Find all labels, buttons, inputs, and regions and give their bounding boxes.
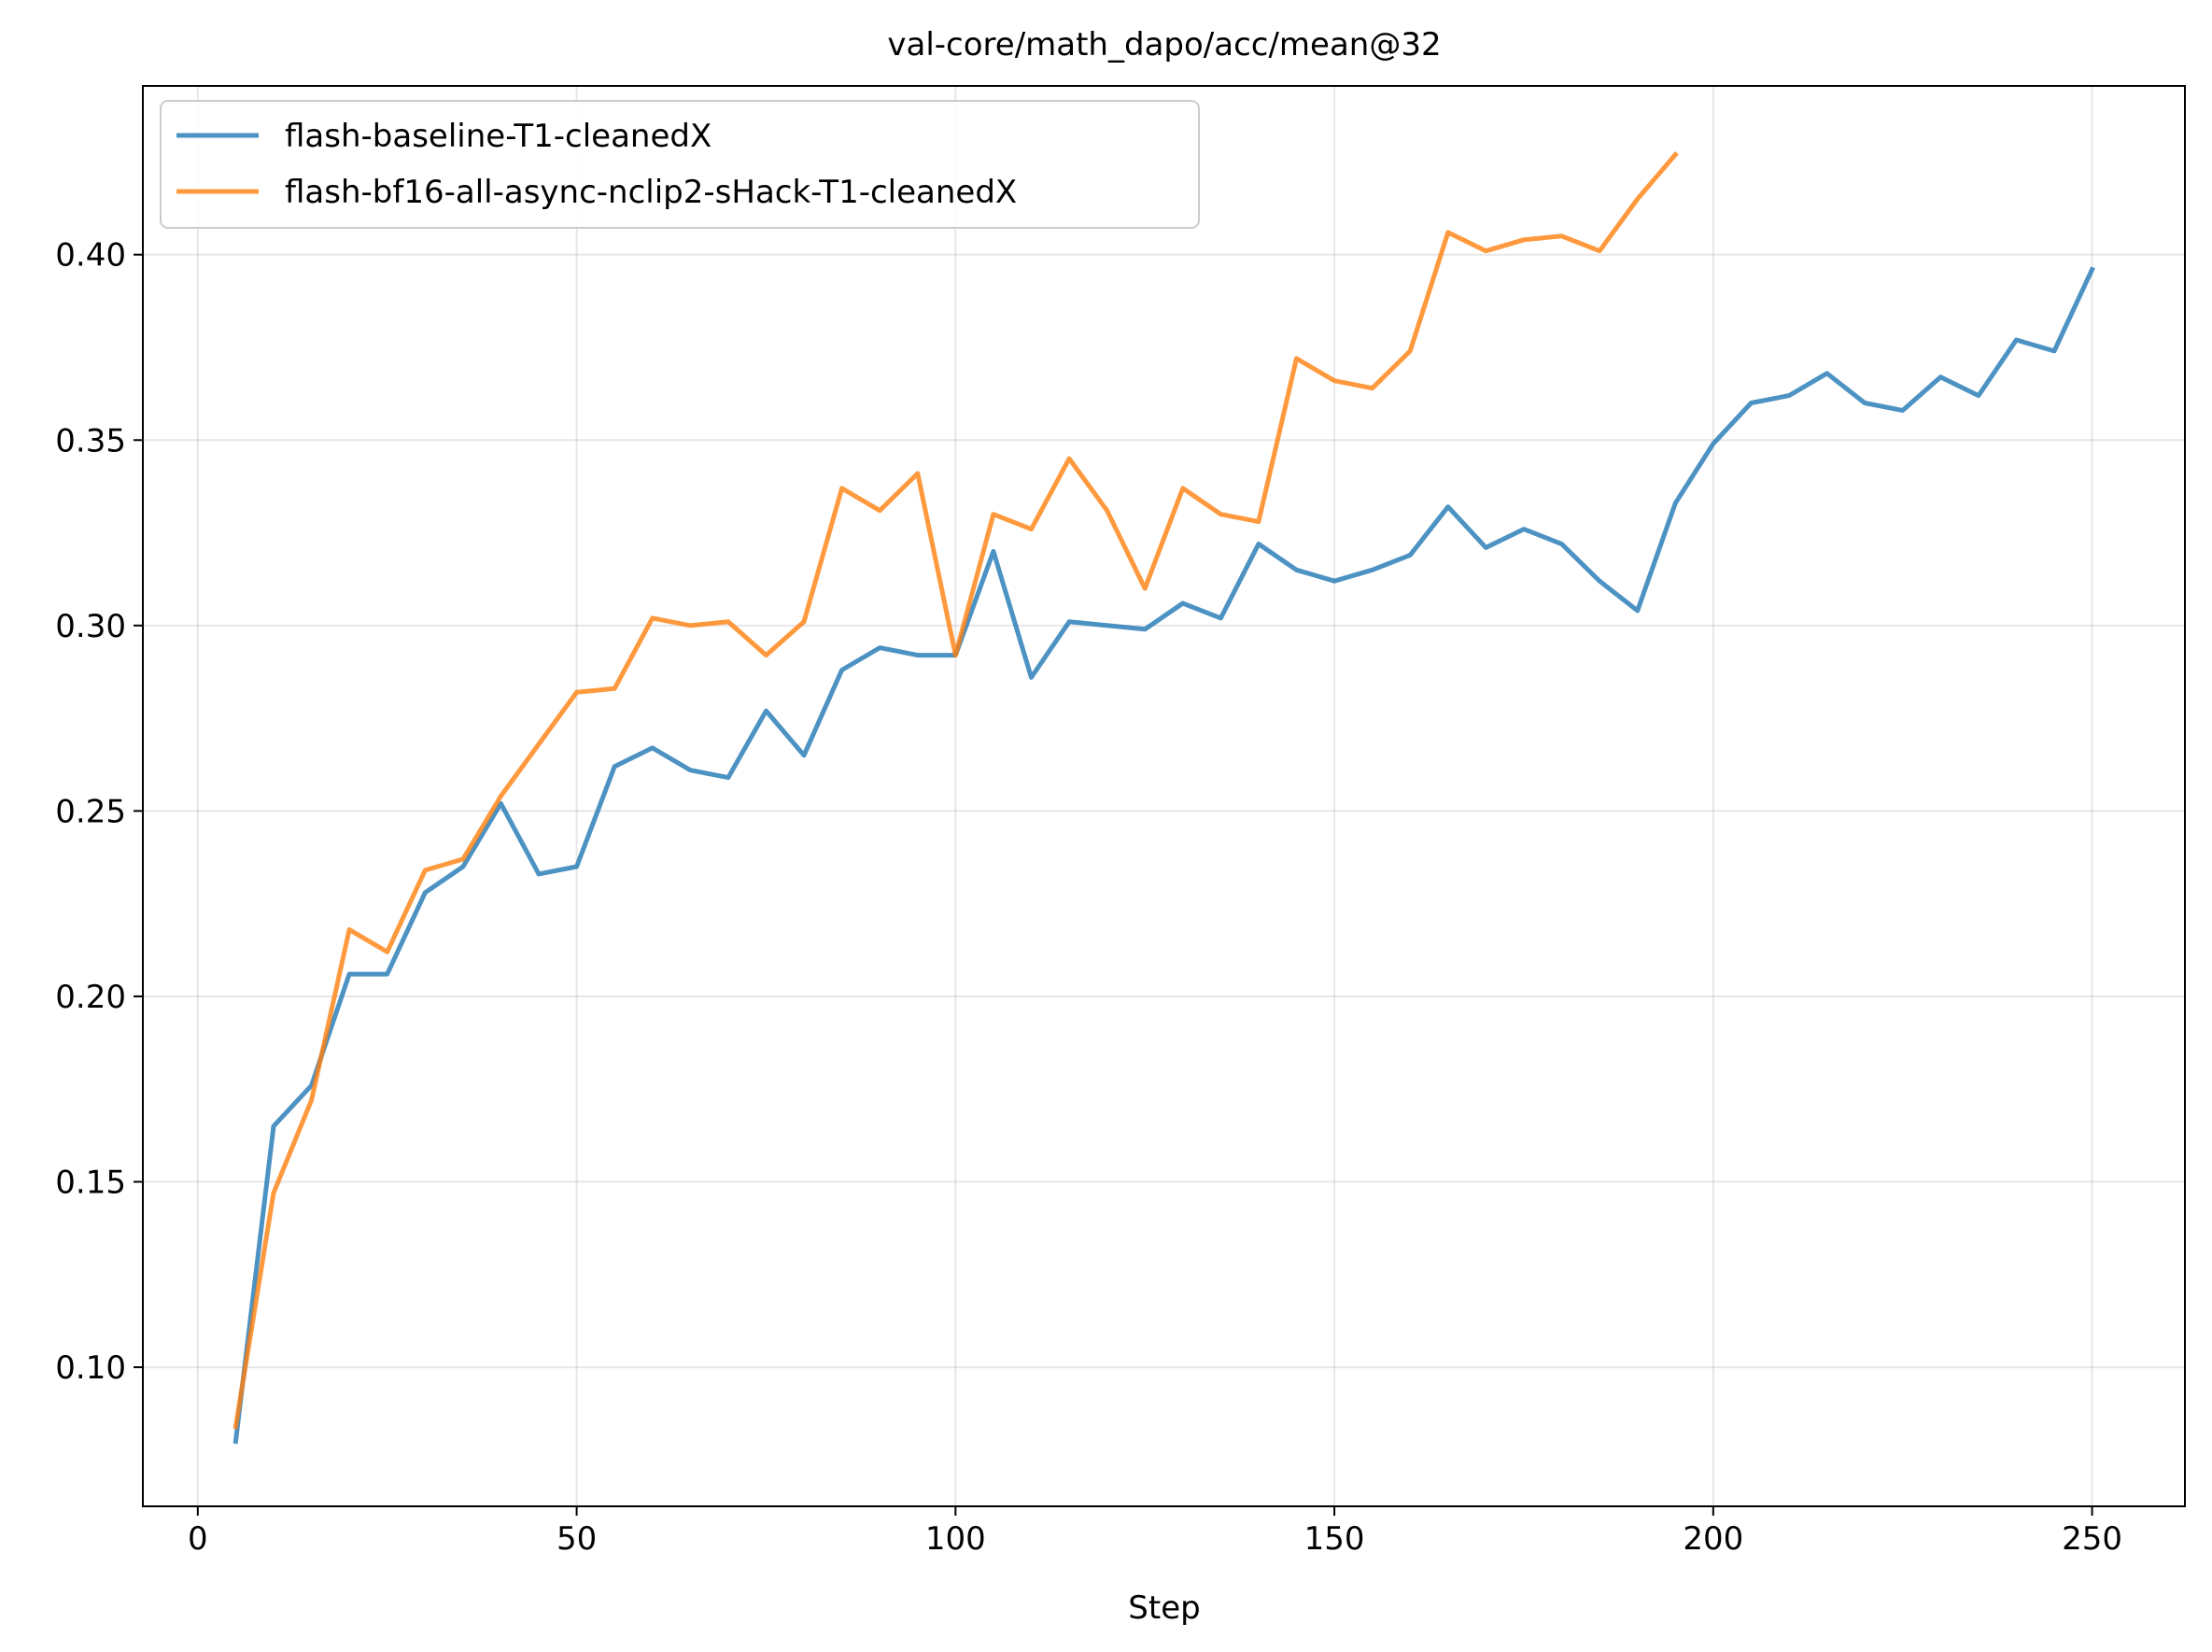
axis-ticks: 0 50 100 150 200 250 0.10 0.15 0.20 0.25 0.30 0.35 0… bbox=[55, 237, 2122, 1558]
y-tick-label: 0.40 bbox=[55, 237, 126, 275]
y-tick-label: 0.15 bbox=[55, 1165, 126, 1202]
legend-label-1: flash-baseline-T1-cleanedX bbox=[285, 118, 712, 155]
y-tick-label: 0.20 bbox=[55, 979, 126, 1016]
x-tick-label: 50 bbox=[557, 1520, 597, 1558]
x-tick-label: 100 bbox=[925, 1520, 986, 1558]
y-tick-label: 0.10 bbox=[55, 1349, 126, 1387]
y-tick-label: 0.25 bbox=[55, 793, 126, 830]
series-line-1 bbox=[232, 266, 2095, 1445]
chart-title: val-core/math_dapo/acc/mean@32 bbox=[887, 26, 1441, 64]
series-lines bbox=[232, 150, 2095, 1445]
series-line-2 bbox=[232, 150, 1679, 1430]
x-tick-label: 150 bbox=[1304, 1520, 1365, 1558]
y-tick-label: 0.35 bbox=[55, 422, 126, 459]
legend: flash-baseline-T1-cleanedX flash-bf16-all… bbox=[160, 100, 1200, 229]
grid bbox=[143, 86, 2185, 1506]
plot-frame bbox=[142, 85, 2186, 1507]
legend-label-2: flash-bf16-all-async-nclip2-sHack-T1-cle… bbox=[285, 174, 1017, 211]
x-tick-label: 200 bbox=[1683, 1520, 1743, 1558]
x-tick-label: 0 bbox=[188, 1520, 208, 1558]
x-axis-title: Step bbox=[1128, 1589, 1200, 1627]
legend-box bbox=[160, 100, 1200, 229]
y-tick-label: 0.30 bbox=[55, 608, 126, 645]
x-tick-label: 250 bbox=[2062, 1520, 2122, 1558]
